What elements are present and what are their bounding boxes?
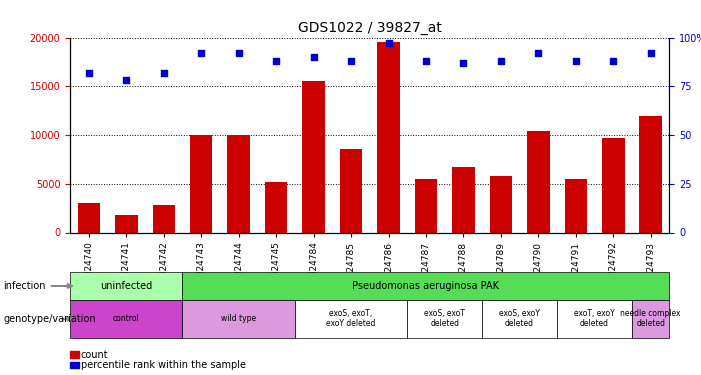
Bar [265, 182, 287, 232]
Point [271, 58, 282, 64]
Point [645, 50, 656, 56]
Point [458, 60, 469, 66]
Bar [639, 116, 662, 232]
Point [121, 77, 132, 83]
Bar [489, 176, 512, 232]
Point [308, 54, 319, 60]
Title: GDS1022 / 39827_at: GDS1022 / 39827_at [298, 21, 442, 35]
Text: genotype/variation: genotype/variation [4, 314, 96, 324]
Bar [415, 179, 437, 232]
Text: exoS, exoT
deleted: exoS, exoT deleted [424, 309, 465, 328]
Bar [302, 81, 325, 232]
Bar [115, 215, 137, 232]
Bar [227, 135, 250, 232]
Text: Pseudomonas aeruginosa PAK: Pseudomonas aeruginosa PAK [353, 281, 500, 291]
Text: control: control [113, 314, 139, 323]
Text: infection: infection [4, 281, 46, 291]
Text: exoS, exoY
deleted: exoS, exoY deleted [499, 309, 540, 328]
Bar [78, 203, 100, 232]
Text: count: count [81, 350, 108, 360]
Point [158, 70, 170, 76]
Text: uninfected: uninfected [100, 281, 152, 291]
Bar [527, 131, 550, 232]
Bar [190, 135, 212, 232]
Bar [564, 179, 587, 232]
Point [421, 58, 432, 64]
Bar [377, 42, 400, 232]
Point [346, 58, 357, 64]
Point [233, 50, 244, 56]
Point [533, 50, 544, 56]
Text: needle complex
deleted: needle complex deleted [620, 309, 681, 328]
Text: wild type: wild type [221, 314, 257, 323]
Text: exoT, exoY
deleted: exoT, exoY deleted [574, 309, 615, 328]
Point [570, 58, 581, 64]
Point [383, 40, 394, 46]
Point [608, 58, 619, 64]
Text: exoS, exoT,
exoY deleted: exoS, exoT, exoY deleted [327, 309, 376, 328]
Point [83, 70, 95, 76]
Point [496, 58, 507, 64]
Point [196, 50, 207, 56]
Bar [452, 167, 475, 232]
Bar [153, 205, 175, 232]
Text: percentile rank within the sample: percentile rank within the sample [81, 360, 245, 370]
Bar [340, 148, 362, 232]
Bar [602, 138, 625, 232]
